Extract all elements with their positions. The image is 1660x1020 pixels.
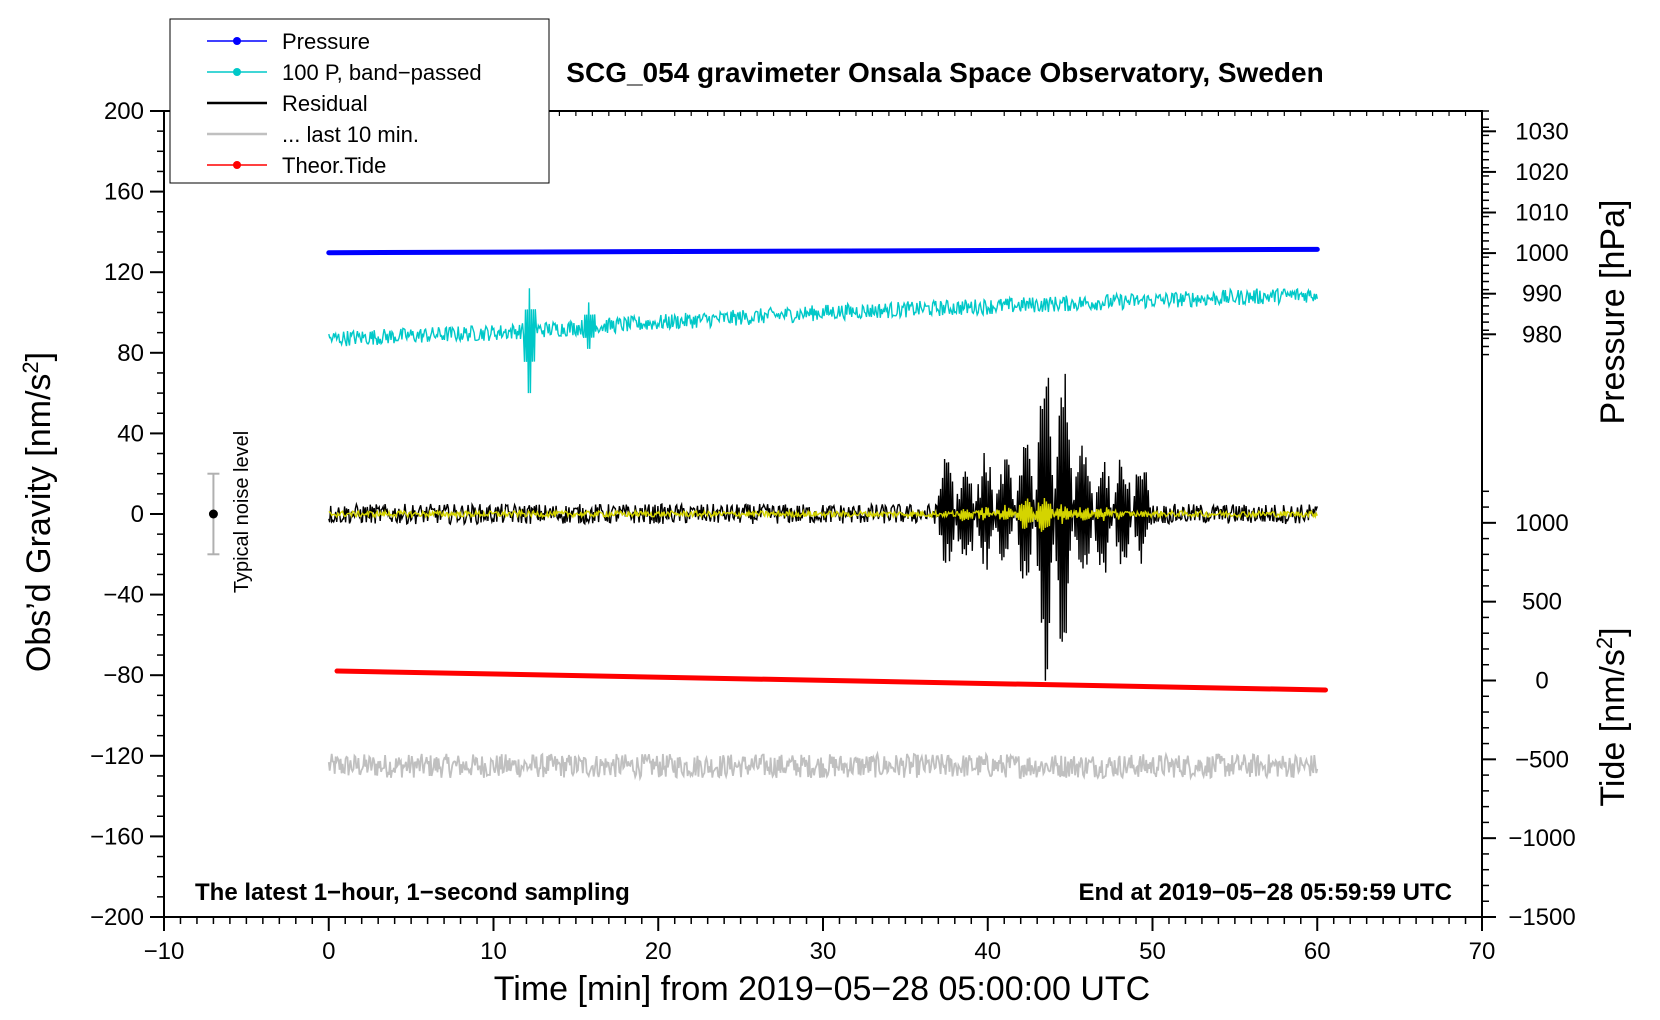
y-tick-label: −120: [90, 743, 144, 770]
series-line-3: [328, 497, 1318, 532]
y-axis-title-left-main: Obs’d Gravity [nm/s: [20, 374, 58, 673]
noise-bar-dot: [208, 509, 218, 519]
series-layer: [326, 246, 1328, 782]
series-line-2: [328, 373, 1318, 681]
legend-label: Pressure: [282, 29, 370, 54]
x-tick-label: 40: [974, 938, 1001, 965]
left-axis-ticks: −200 −160 −120 −80 −40 0 40 80 120 160 200: [90, 98, 164, 931]
y-tick-label: −40: [103, 582, 144, 609]
y-axis-title-tide: Tide [nm/s2]: [1592, 627, 1632, 806]
tide-tick-label: 0: [1535, 668, 1548, 695]
tide-tick-label: −500: [1515, 746, 1569, 773]
y-axis-title-left-sup: 2: [18, 361, 43, 373]
y-tick-label: −160: [90, 823, 144, 850]
right-axis-ticks: 980 990 1000 1010 1020 1030 −1500 −1000 −500 0 500…: [1482, 110, 1576, 931]
x-tick-label: 10: [480, 938, 507, 965]
x-tick-label: 0: [322, 938, 335, 965]
tide-tick-label: 500: [1522, 589, 1562, 616]
series-line-4: [327, 750, 1319, 782]
noise-level-indicator: [207, 472, 220, 556]
end-time-note: End at 2019−05−28 05:59:59 UTC: [1078, 879, 1452, 906]
series-line-0: [326, 246, 1320, 256]
pressure-tick-label: 1020: [1515, 159, 1568, 186]
bottom-axis-ticks: −10 0 10 20 30 40 50 60 70: [144, 111, 1496, 965]
y-axis-title-left: Obs’d Gravity [nm/s2]: [18, 352, 58, 672]
y-tick-label: 120: [104, 259, 144, 286]
y-tick-label: 160: [104, 179, 144, 206]
legend-marker: [233, 161, 241, 169]
legend-label: ... last 10 min.: [282, 122, 419, 147]
legend-marker: [233, 68, 241, 76]
legend-label: Residual: [282, 91, 368, 116]
tide-tick-label: −1000: [1508, 825, 1575, 852]
legend-box: [169, 18, 550, 184]
x-axis-title: Time [min] from 2019−05−28 05:00:00 UTC: [494, 970, 1150, 1008]
pressure-tick-label: 990: [1522, 281, 1562, 308]
y-tick-label: −200: [90, 904, 144, 931]
noise-level-label: Typical noise level: [231, 431, 253, 593]
tide-tick-label: 1000: [1515, 510, 1568, 537]
y-tick-label: −80: [103, 662, 144, 689]
legend-label: Theor.Tide: [282, 153, 386, 178]
chart-title: SCG_054 gravimeter Onsala Space Observat…: [566, 57, 1323, 88]
sampling-note: The latest 1−hour, 1−second sampling: [195, 879, 630, 906]
y-axis-title-pressure: Pressure [hPa]: [1594, 200, 1632, 425]
series-line-1: [328, 287, 1318, 394]
y-axis-title-tide-close: ]: [1594, 627, 1632, 636]
pressure-tick-label: 1000: [1515, 240, 1568, 267]
x-tick-label: 50: [1139, 938, 1166, 965]
tide-tick-label: −1500: [1508, 904, 1575, 931]
y-tick-label: 0: [131, 501, 144, 528]
x-tick-label: 30: [810, 938, 837, 965]
series-line-5: [334, 668, 1328, 693]
y-axis-title-left-close: ]: [20, 352, 58, 361]
y-tick-label: 200: [104, 98, 144, 125]
x-tick-label: 20: [645, 938, 672, 965]
pressure-tick-label: 1030: [1515, 118, 1568, 145]
x-tick-label: 70: [1469, 938, 1496, 965]
y-axis-title-tide-sup: 2: [1592, 637, 1617, 649]
legend-items: Pressure 100 P, band−passed Residual ... la…: [207, 29, 482, 178]
y-tick-label: 40: [117, 420, 144, 447]
pressure-tick-label: 1010: [1515, 200, 1568, 227]
pressure-tick-label: 980: [1522, 321, 1562, 348]
x-tick-label: 60: [1304, 938, 1331, 965]
y-tick-label: 80: [117, 340, 144, 367]
y-axis-title-tide-main: Tide [nm/s: [1594, 649, 1632, 806]
legend-label: 100 P, band−passed: [282, 60, 482, 85]
legend-marker: [233, 37, 241, 45]
x-tick-label: −10: [144, 938, 185, 965]
legend: Pressure 100 P, band−passed Residual ... la…: [169, 18, 550, 184]
